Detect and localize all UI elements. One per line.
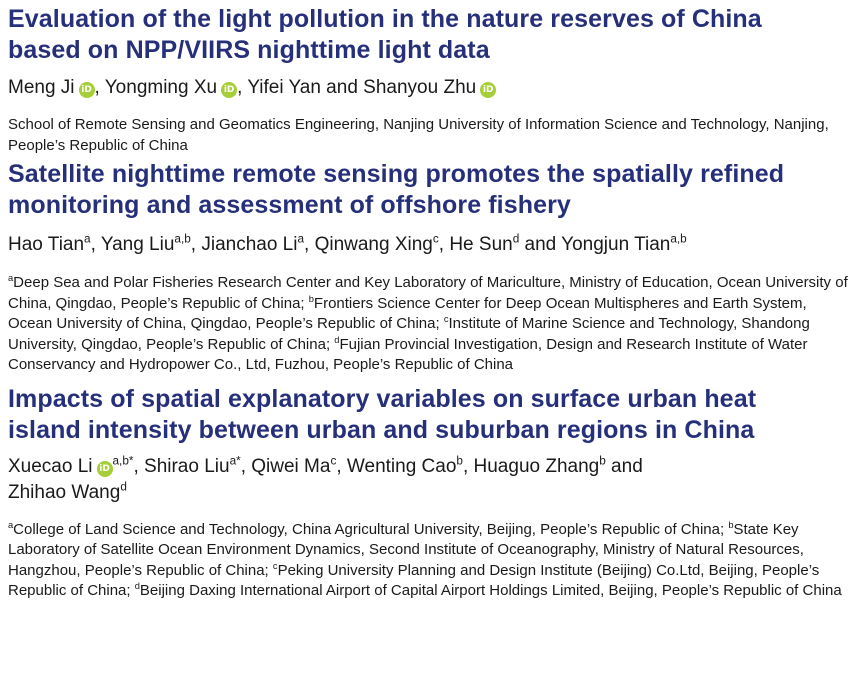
title-line: Evaluation of the light pollution in the… [8,5,762,33]
author-name: Shirao Liu [144,455,230,477]
author-affil-mark: a [84,232,91,246]
author-affil-mark: d [512,232,520,246]
article-3: Impacts of spatial explanatory variables… [8,384,848,602]
affiliation: aCollege of Land Science and Technology,… [8,520,848,602]
author-name: Yongjun Tian [561,234,671,255]
affil-mark: c [443,314,449,325]
affil-mark: a [8,519,14,530]
author-name: Yongming Xu [104,77,218,98]
author-separator: , [133,455,145,477]
author-list: Hao Tiana, Yang Liua,b, Jianchao Lia, Qi… [8,232,848,258]
author-name: Hao Tian [8,234,85,255]
affil-text: Deep Sea and Polar Fisheries Research Ce… [8,274,848,312]
author-name: Huaguo Zhang [473,455,600,477]
author-separator: , [336,455,347,477]
author-name: Xuecao Li [8,455,93,477]
title-line: Satellite nighttime remote sensing promo… [8,160,785,188]
affiliation: School of Remote Sensing and Geomatics E… [8,116,829,154]
author-name: Zhihao Wang [8,481,121,503]
affil-mark: c [272,560,278,571]
orcid-icon[interactable]: iD [221,82,238,98]
author-separator: , [304,234,315,255]
author-affil-mark: c [432,232,439,246]
author-separator: , [237,77,248,98]
affil-text: Peking University Planning and Design In… [8,561,820,600]
author-name: Jianchao Li [201,234,298,255]
author-name: Wenting Cao [346,455,457,477]
author-affil-mark: b [456,454,463,468]
author-name: Qinwang Xing [314,234,433,255]
author-separator: , [90,234,101,255]
author-name: He Sun [449,234,513,255]
author-name: Qiwei Ma [251,455,331,477]
author-affil-mark: c [330,454,337,468]
article-title: Evaluation of the light pollution in the… [8,4,848,66]
author-name: Shanyou Zhu [363,77,477,98]
author-separator: , [240,455,252,477]
affil-text: Beijing Daxing International Airport of … [139,582,842,599]
title-line: island intensity between urban and subur… [8,415,755,444]
paper-page: Evaluation of the light pollution in the… [8,4,848,602]
orcid-icon[interactable]: iD [78,82,95,98]
article-2: Satellite nighttime remote sensing promo… [8,159,848,376]
affil-mark: a [8,273,14,284]
author-list: Meng Ji iD, Yongming Xu iD, Yifei Yan and … [8,75,848,101]
author-separator: , [94,77,105,98]
author-separator: and [320,77,364,98]
affil-mark: d [334,334,340,345]
author-affil-mark: a [297,232,305,246]
affil-text: College of Land Science and Technology, … [13,520,729,538]
author-affil-mark: a,b [670,232,687,246]
author-list: Xuecao Li iDa,b*, Shirao Liua*, Qiwei Mac… [8,454,848,506]
affiliation: aDeep Sea and Polar Fisheries Research C… [8,273,848,376]
article-1: Evaluation of the light pollution in the… [8,4,848,156]
author-affil-mark: a,b* [112,454,134,468]
article-title: Impacts of spatial explanatory variables… [8,384,848,446]
orcid-icon[interactable]: iD [96,460,113,477]
affil-mark: d [134,581,140,592]
title-line: monitoring and assessment of offshore fi… [8,191,571,219]
author-separator: , [438,234,450,255]
author-separator: and [605,455,643,477]
author-name: Yifei Yan [247,77,321,98]
article-title: Satellite nighttime remote sensing promo… [8,159,848,221]
author-affil-mark: d [120,480,127,494]
author-name: Meng Ji [8,77,75,98]
author-affil-mark: a,b [174,232,191,246]
author-separator: , [462,455,474,477]
author-name: Yang Liu [100,234,175,255]
author-separator: , [190,234,202,255]
affil-mark: b [308,293,314,304]
author-affil-mark: a* [229,454,241,468]
author-separator: and [519,234,562,255]
affil-mark: b [728,519,734,530]
orcid-icon[interactable]: iD [480,82,497,98]
affil-text: Fujian Provincial Investigation, Design … [8,335,808,374]
author-affil-mark: b [599,454,606,468]
affil-text: Institute of Marine Science and Technolo… [8,315,810,353]
title-line: Impacts of spatial explanatory variables… [8,384,757,413]
title-line: based on NPP/VIIRS nighttime light data [8,36,490,64]
affil-text: State Key Laboratory of Satellite Ocean … [8,520,804,579]
affil-text: Frontiers Science Center for Deep Ocean … [8,294,807,333]
